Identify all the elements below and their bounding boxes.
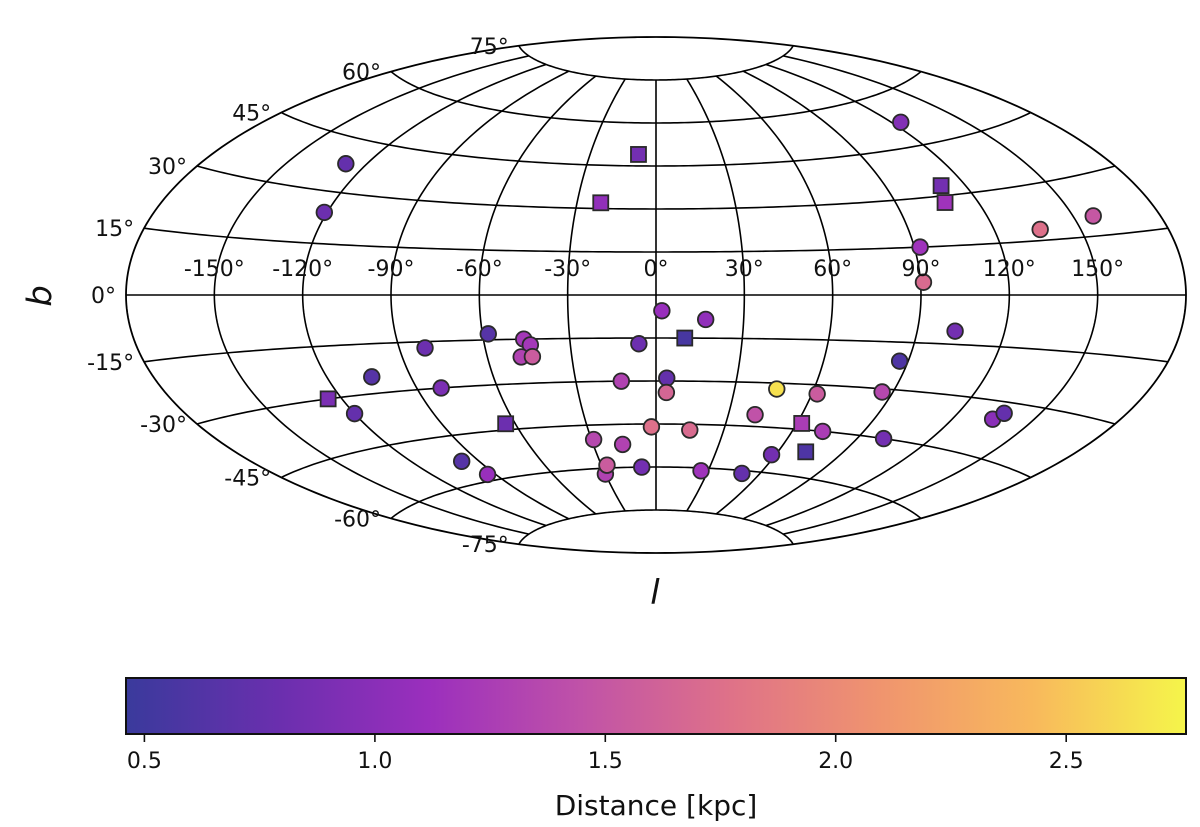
data-point-square bbox=[932, 177, 950, 195]
data-point-circle bbox=[914, 273, 933, 291]
lat-tick-label: -60° bbox=[334, 507, 381, 532]
data-point-square bbox=[676, 329, 694, 347]
lon-tick-label: -30° bbox=[544, 257, 591, 282]
data-point-circle bbox=[1084, 207, 1102, 225]
lat-tick-label: -75° bbox=[462, 533, 509, 558]
lat-tick-label: -15° bbox=[87, 351, 134, 376]
meridian-line bbox=[742, 70, 922, 520]
data-point-circle bbox=[658, 369, 676, 387]
meridian-line bbox=[686, 78, 746, 512]
data-point-circle bbox=[813, 422, 832, 441]
data-point-circle bbox=[613, 435, 632, 454]
lon-tick-label: 0° bbox=[644, 257, 669, 282]
colorbar-title: Distance [kpc] bbox=[555, 789, 758, 822]
x-axis-title: l bbox=[650, 573, 660, 613]
colorbar-tick-label: 2.5 bbox=[1049, 749, 1084, 774]
colorbar-tick-label: 1.0 bbox=[357, 749, 392, 774]
meridian-line bbox=[782, 55, 1099, 535]
lon-tick-label: 30° bbox=[725, 257, 764, 282]
lat-tick-label: -30° bbox=[140, 413, 187, 438]
data-point-circle bbox=[657, 383, 676, 402]
data-point-circle bbox=[584, 430, 603, 449]
tick-labels: -150° -120° -90° -60° -30° 0° 30° 60° 90° 120° 150… bbox=[87, 35, 1124, 558]
map-boundary bbox=[125, 36, 1187, 554]
data-point-circle bbox=[612, 372, 630, 390]
data-point-circle bbox=[345, 404, 364, 423]
data-point-circle bbox=[873, 383, 891, 401]
data-point-circle bbox=[598, 456, 616, 474]
data-point-circle bbox=[892, 113, 910, 131]
data-point-circle bbox=[478, 465, 497, 484]
data-point-circle bbox=[946, 322, 964, 340]
data-point-circle bbox=[995, 404, 1013, 422]
colorbar: 0.5 1.0 1.5 2.0 2.5 Distance [kpc] bbox=[125, 677, 1187, 822]
meridian-line bbox=[213, 55, 530, 535]
y-axis-title: b bbox=[21, 285, 61, 307]
colorbar-ticks: 0.5 1.0 1.5 2.0 2.5 bbox=[127, 734, 1084, 774]
data-point-circle bbox=[633, 458, 651, 476]
data-point-circle bbox=[696, 310, 715, 329]
data-point-circle bbox=[681, 421, 699, 439]
lon-tick-label: -60° bbox=[456, 257, 503, 282]
colorbar-tick-label: 0.5 bbox=[127, 749, 162, 774]
data-point-circle bbox=[653, 302, 671, 320]
lat-tick-label: 75° bbox=[470, 35, 509, 60]
lon-tick-label: 120° bbox=[983, 257, 1036, 282]
data-point-circle bbox=[1031, 220, 1049, 239]
lon-tick-label: -120° bbox=[272, 257, 333, 282]
lat-tick-label: 60° bbox=[342, 61, 381, 86]
data-point-circle bbox=[733, 464, 751, 483]
lat-tick-label: 30° bbox=[148, 155, 187, 180]
data-point-square bbox=[319, 390, 337, 408]
data-point-square bbox=[497, 415, 515, 433]
meridian-line bbox=[715, 75, 834, 515]
lon-tick-label: -150° bbox=[184, 257, 245, 282]
data-point-circle bbox=[432, 379, 450, 397]
data-point-circle bbox=[692, 462, 710, 480]
data-point-circle bbox=[746, 406, 764, 424]
map-outline bbox=[125, 36, 1187, 554]
data-point-square bbox=[630, 146, 647, 163]
data-markers bbox=[315, 113, 1102, 484]
lat-tick-label: 45° bbox=[232, 102, 271, 127]
meridian-line bbox=[390, 70, 570, 520]
data-point-circle bbox=[479, 325, 497, 343]
data-point-square bbox=[793, 415, 811, 432]
data-point-circle bbox=[416, 339, 434, 357]
lon-tick-label: 90° bbox=[902, 257, 941, 282]
lon-tick-label: 60° bbox=[813, 257, 852, 282]
data-point-square bbox=[797, 443, 815, 461]
lon-tick-label: 150° bbox=[1071, 257, 1124, 282]
data-point-circle bbox=[337, 155, 355, 173]
data-point-circle bbox=[768, 380, 786, 398]
data-point-square bbox=[592, 194, 610, 212]
data-point-circle bbox=[523, 347, 542, 366]
lat-tick-label: 0° bbox=[91, 284, 116, 309]
lat-tick-label: -45° bbox=[224, 466, 271, 491]
meridian-line bbox=[301, 63, 547, 527]
colorbar-gradient bbox=[125, 677, 1187, 735]
colorbar-tick-label: 1.5 bbox=[588, 749, 623, 774]
data-point-circle bbox=[630, 335, 648, 353]
data-point-circle bbox=[890, 352, 909, 370]
data-point-circle bbox=[363, 368, 381, 386]
data-point-circle bbox=[642, 418, 661, 436]
meridian-line bbox=[478, 75, 597, 515]
data-point-circle bbox=[315, 203, 334, 222]
data-point-circle bbox=[762, 446, 781, 464]
data-point-circle bbox=[808, 385, 826, 403]
lat-tick-label: 15° bbox=[95, 217, 134, 242]
data-point-circle bbox=[911, 238, 929, 256]
graticule bbox=[126, 45, 1186, 545]
data-point-square bbox=[936, 194, 954, 211]
lon-tick-label: -90° bbox=[368, 257, 415, 282]
data-point-circle bbox=[452, 452, 471, 471]
colorbar-tick-label: 2.0 bbox=[818, 749, 853, 774]
data-point-circle bbox=[874, 429, 893, 448]
